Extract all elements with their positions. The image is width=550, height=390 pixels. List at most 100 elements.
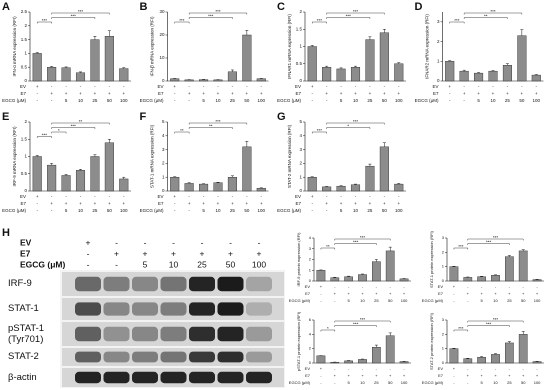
condition-cell: +	[521, 91, 524, 96]
bar	[344, 360, 354, 364]
condition-cell: 5	[202, 208, 205, 213]
condition-cell: -	[311, 98, 313, 103]
condition-cell: +	[246, 91, 249, 96]
bar	[532, 279, 542, 282]
bar	[227, 71, 237, 82]
condition-cell: 10	[490, 98, 496, 103]
condition-cell: 100	[252, 259, 266, 269]
condition-cell: 100	[120, 98, 128, 103]
condition-cell: 100	[401, 298, 408, 303]
blot-band	[160, 276, 187, 292]
condition-cell: 5	[348, 380, 351, 385]
y-tick-label: 0	[442, 360, 445, 365]
condition-cell: +	[320, 284, 323, 289]
condition-cell: +	[535, 91, 538, 96]
y-tick-label: 30	[159, 9, 165, 14]
condition-cell: +	[246, 201, 249, 206]
y-tick-label: 2	[162, 161, 165, 166]
condition-cell: +	[79, 91, 82, 96]
blot-band	[103, 371, 130, 384]
bar	[350, 184, 361, 192]
blot-band	[217, 276, 244, 292]
condition-cell: 100	[534, 380, 541, 385]
condition-cell: 25	[507, 298, 512, 303]
condition-label: E7	[295, 201, 301, 206]
condition-cell: +	[536, 291, 539, 296]
bar	[518, 250, 528, 282]
condition-cell: -	[384, 84, 386, 89]
condition-label: EGCG (μM)	[2, 208, 26, 213]
y-tick-label: 2.5	[21, 9, 28, 14]
condition-cell: -	[246, 194, 248, 199]
y-tick-label: 4	[309, 235, 312, 240]
condition-cell: +	[311, 194, 314, 199]
condition-cell: +	[340, 201, 343, 206]
y-tick-label: 0	[299, 78, 302, 83]
condition-label: E7	[305, 373, 311, 378]
condition-cell: +	[122, 201, 125, 206]
condition-cell: +	[397, 91, 400, 96]
condition-cell: -	[217, 194, 219, 199]
condition-cell: -	[398, 194, 400, 199]
significance-bracket	[174, 131, 190, 134]
condition-cell: +	[36, 84, 39, 89]
significance-bracket	[334, 325, 377, 327]
condition-cell: +	[536, 373, 539, 378]
y-tick-label: 0	[162, 188, 165, 193]
blot-band	[75, 302, 101, 316]
condition-cell: +	[325, 201, 328, 206]
y-tick-label: 0	[442, 278, 445, 283]
significance-bracket	[467, 325, 510, 327]
bar	[330, 362, 340, 364]
condition-cell: -	[362, 366, 364, 371]
blot-band	[217, 351, 244, 363]
condition-cell: +	[463, 91, 466, 96]
condition-cell: +	[347, 291, 350, 296]
significance-bracket	[334, 238, 391, 241]
condition-cell: -	[115, 237, 118, 247]
bar	[199, 79, 209, 82]
bar	[517, 35, 527, 82]
bar	[394, 63, 404, 82]
significance-label: ***	[346, 14, 352, 19]
condition-cell: -	[334, 284, 336, 289]
condition-cell: 50	[521, 298, 526, 303]
significance-label: ***	[493, 235, 499, 240]
condition-label: EGCG (μM)	[289, 298, 311, 303]
blot-band	[103, 276, 130, 292]
significance-label: ***	[71, 14, 77, 19]
condition-cell: +	[36, 194, 39, 199]
condition-cell: -	[453, 380, 455, 385]
condition-cell: -	[87, 259, 90, 269]
condition-cell: -	[80, 84, 82, 89]
bar	[213, 182, 223, 192]
condition-cell: -	[326, 84, 328, 89]
condition-cell: -	[51, 98, 53, 103]
condition-cell: -	[453, 373, 455, 378]
y-tick-label: 2	[24, 119, 27, 124]
bar	[505, 342, 514, 364]
condition-cell: -	[355, 194, 357, 199]
condition-cell: 25	[92, 208, 98, 213]
condition-cell: 5	[143, 259, 148, 269]
y-tick-label: 2	[24, 23, 27, 28]
bar	[119, 68, 129, 82]
condition-cell: 50	[521, 380, 526, 385]
y-tick-label: 3	[437, 19, 440, 24]
condition-cell: 5	[340, 98, 343, 103]
bar	[316, 270, 326, 282]
blot-band	[160, 371, 187, 384]
condition-cell: +	[480, 291, 483, 296]
bar	[47, 66, 57, 82]
condition-cell: 100	[258, 98, 266, 103]
significance-label: *	[327, 326, 329, 331]
condition-label: EGCG (μM)	[415, 98, 439, 103]
condition-cell: 10	[493, 298, 498, 303]
bar	[477, 357, 487, 364]
condition-label: E7	[158, 91, 164, 96]
condition-cell: -	[340, 194, 342, 199]
condition-cell: -	[326, 194, 328, 199]
condition-cell: +	[217, 91, 220, 96]
significance-bracket	[51, 122, 110, 125]
